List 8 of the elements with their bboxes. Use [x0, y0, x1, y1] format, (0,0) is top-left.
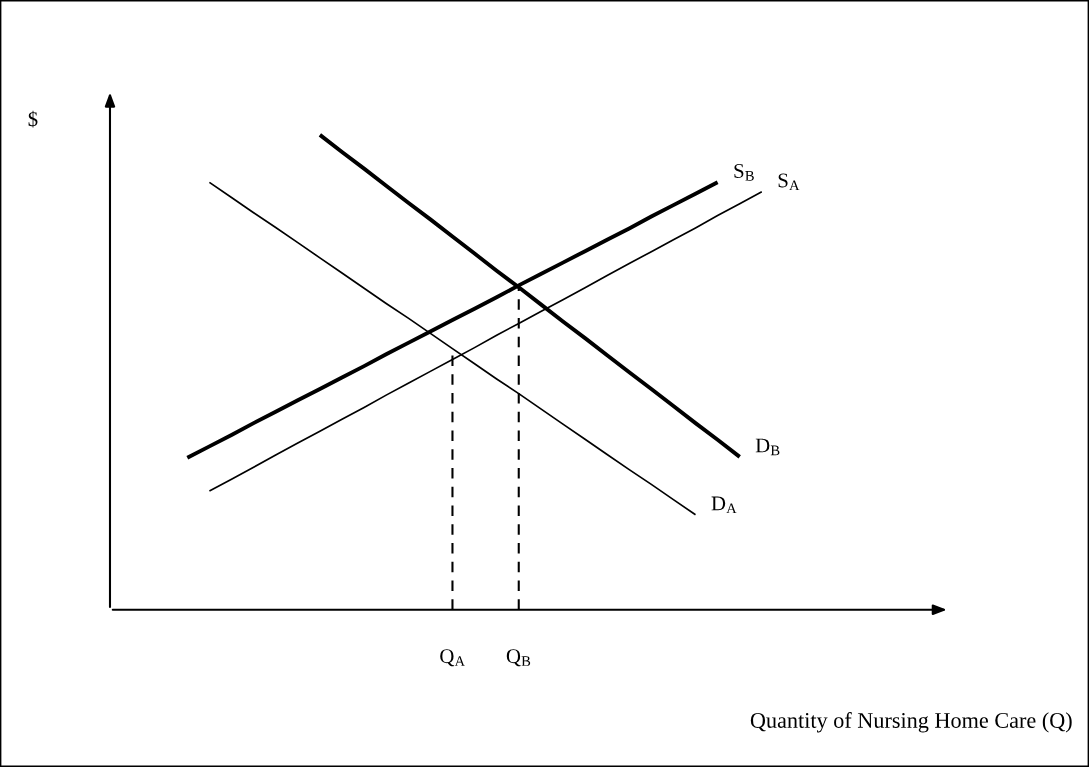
y-axis-title: $	[28, 110, 38, 128]
series-label: S$_{B}$	[734, 163, 754, 181]
x-tick-label: Q$_{B}$	[506, 649, 531, 667]
series-label: S$_{A}$	[778, 173, 800, 191]
series-label: D$_{B}$	[755, 438, 780, 456]
x-tick-label: Q$_{A}$	[440, 649, 465, 667]
series-label: D$_{A}$	[711, 496, 737, 514]
x-axis-title: Quantity of Nursing Home Care (Q)	[750, 712, 1072, 733]
